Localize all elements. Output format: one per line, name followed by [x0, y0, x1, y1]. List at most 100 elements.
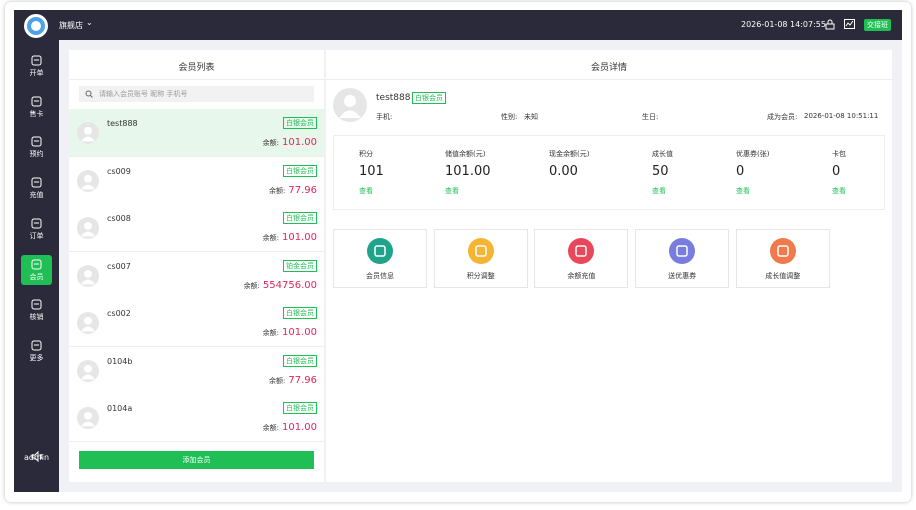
- balance-value: 101.00: [282, 422, 317, 433]
- level-badge: 铂金会员: [283, 259, 317, 272]
- action-card[interactable]: 会员信息: [333, 229, 427, 288]
- nav-icon: [31, 136, 42, 147]
- stat-link[interactable]: 查看: [832, 187, 846, 195]
- avatar: [77, 122, 99, 144]
- dropdown-caret[interactable]: ⌄: [86, 18, 93, 27]
- stats-box: 积分 101 查看 储值余额(元) 101.00 查看 现金余额(元) 0.00 成长值 50 查看…: [333, 135, 885, 210]
- stat-value: 101: [359, 164, 384, 179]
- action-label: 送优惠券: [668, 272, 697, 280]
- nav-item[interactable]: 开单: [21, 51, 52, 81]
- action-icon: [367, 238, 393, 264]
- app: 会员列表 请输入会员账号 昵称 手机号 test888 白银会员 余额: 101.00…: [14, 10, 902, 492]
- balance-value: 101.00: [282, 327, 317, 338]
- level-badge: 白银会员: [283, 117, 317, 129]
- member-row[interactable]: test888 白银会员 余额: 101.00: [69, 109, 324, 157]
- logo: [24, 14, 48, 38]
- stat-value: 0.00: [549, 164, 578, 179]
- search-icon: [85, 90, 93, 98]
- level-badge: 白银会员: [283, 354, 317, 367]
- action-label: 积分调整: [466, 272, 495, 280]
- nav-item[interactable]: 订单: [21, 214, 52, 244]
- member-detail-panel: 会员详情 test888 白银会员 手机: 性别: 未知 生日: 成为会员: 2…: [326, 50, 892, 482]
- avatar-wrap: [77, 407, 99, 429]
- balance-line: 余额: 77.96: [269, 185, 317, 196]
- balance-line: 余额: 554756.00: [244, 280, 317, 291]
- main: 会员列表 请输入会员账号 昵称 手机号 test888 白银会员 余额: 101.00…: [14, 10, 902, 492]
- nav-label: 订单: [29, 231, 44, 240]
- action-icon: [669, 238, 696, 264]
- action-icon: [467, 238, 494, 264]
- level-badge: 白银会员: [283, 164, 317, 177]
- stat-label: 成长值: [652, 150, 673, 158]
- stat-value: 101.00: [445, 164, 491, 179]
- balance-line: 余额: 101.00: [263, 422, 317, 433]
- action-icon: [568, 238, 595, 264]
- balance-line: 余额: 101.00: [263, 327, 317, 338]
- nav-icon: [31, 218, 42, 229]
- sound-icon[interactable]: [31, 451, 43, 462]
- balance-label: 余额:: [243, 281, 260, 290]
- stat-label: 卡包: [832, 150, 846, 158]
- member-row[interactable]: cs008 白银会员 余额: 101.00: [69, 204, 324, 252]
- balance-label: 余额:: [269, 376, 286, 385]
- balance-label: 余额:: [262, 424, 279, 432]
- action-card[interactable]: 成长值调整: [735, 229, 830, 288]
- member-row[interactable]: 0104b 白银会员 余额: 77.96: [69, 346, 324, 395]
- member-row[interactable]: cs002 白银会员 余额: 101.00: [69, 299, 324, 347]
- search-input[interactable]: 请输入会员账号 昵称 手机号: [79, 86, 314, 102]
- balance-label: 余额:: [262, 139, 279, 147]
- birthday-label: 生日:: [642, 113, 659, 121]
- stat-link[interactable]: 查看: [445, 187, 459, 195]
- member-row[interactable]: cs009 白银会员 余额: 77.96: [69, 156, 324, 205]
- stat-link[interactable]: 查看: [359, 187, 373, 195]
- action-label: 成长值调整: [765, 272, 801, 280]
- join-label: 成为会员:: [767, 113, 798, 121]
- balance-value: 101.00: [282, 137, 317, 148]
- nav-label: 开单: [29, 69, 44, 77]
- chart-icon[interactable]: [844, 19, 855, 29]
- nav-item[interactable]: 会员: [21, 254, 52, 285]
- member-row[interactable]: 0104a 白银会员 余额: 101.00: [69, 394, 324, 442]
- stat-value: 0: [832, 164, 841, 179]
- user-name[interactable]: admin: [23, 453, 50, 462]
- action-cards: 会员信息 积分调整 余额充值 送优惠券 成长值调整: [333, 229, 883, 289]
- nav-item[interactable]: 充值: [21, 173, 52, 203]
- stat-link[interactable]: 查看: [736, 187, 750, 195]
- phone-label: 手机:: [376, 113, 393, 121]
- member-row[interactable]: cs007 铂金会员余额: 554756.00: [69, 251, 324, 300]
- stat-link[interactable]: 查看: [652, 187, 666, 195]
- balance-value: 77.96: [288, 374, 317, 386]
- action-card[interactable]: 余额充值: [534, 229, 629, 288]
- balance-line: 余额: 101.00: [263, 137, 317, 148]
- nav-icon: [31, 55, 42, 66]
- panel-title: 会员列表: [178, 63, 215, 73]
- avatar-wrap: [77, 169, 99, 192]
- nav-icon: [31, 340, 42, 351]
- shift-button[interactable]: 交接班: [864, 19, 891, 31]
- nav-icon: [31, 259, 42, 269]
- action-label: 余额充值: [567, 272, 596, 280]
- action-card[interactable]: 积分调整: [433, 229, 528, 288]
- member-name: cs007: [107, 261, 131, 271]
- stat-label: 积分: [359, 150, 373, 158]
- gender: 未知: [524, 113, 538, 121]
- action-card[interactable]: 送优惠券: [635, 229, 730, 288]
- sidebar: admin 开单售卡预约充值订单会员核销更多: [14, 10, 59, 492]
- lock-icon[interactable]: [825, 19, 835, 30]
- avatar: [77, 312, 99, 334]
- nav-item[interactable]: 售卡: [21, 92, 52, 122]
- balance-label: 余额:: [262, 329, 279, 337]
- avatar: [77, 169, 99, 192]
- avatar-wrap: [77, 359, 99, 382]
- nav-item[interactable]: 核销: [21, 295, 52, 325]
- nav-item[interactable]: 更多: [21, 336, 52, 366]
- nav-item[interactable]: 预约: [21, 132, 52, 162]
- gender-label: 性别:: [501, 113, 518, 121]
- avatar: [77, 217, 99, 239]
- member-name: cs002: [107, 309, 131, 318]
- store-name[interactable]: 旗舰店: [59, 21, 83, 30]
- member-list: test888 白银会员 余额: 101.00 cs009 白银会员 余额: 77.96 cs0…: [69, 109, 324, 449]
- top-bar: 旗舰店 ⌄ 2026-01-08 14:07:55 交接班: [14, 10, 902, 40]
- add-member-button[interactable]: 添加会员: [79, 451, 314, 469]
